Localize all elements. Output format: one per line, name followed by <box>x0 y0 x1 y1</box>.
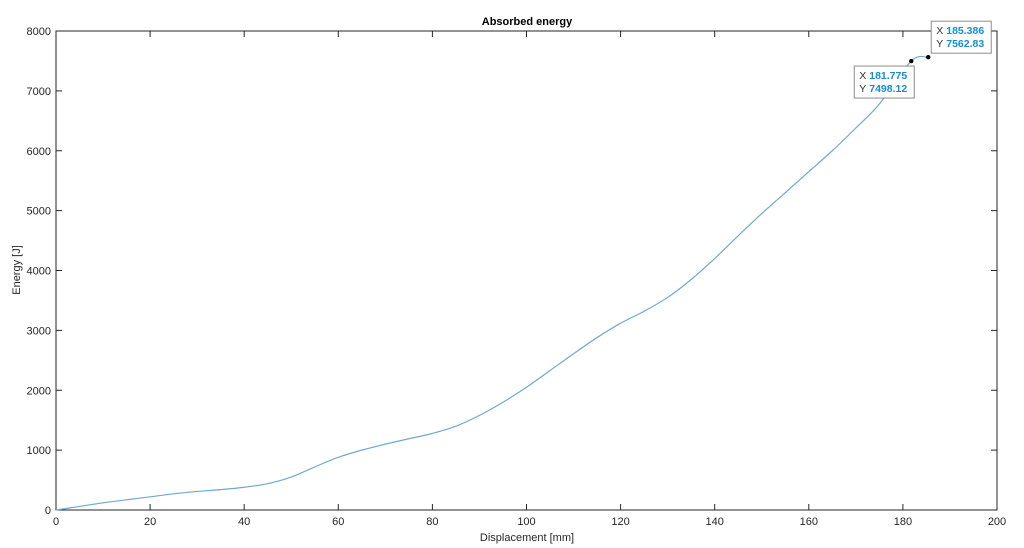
x-tick-label: 40 <box>238 516 250 528</box>
energy-series-line <box>55 55 929 511</box>
x-axis-label: Displacement [mm] <box>480 532 574 544</box>
plot-area <box>55 30 998 511</box>
y-tick-label: 3000 <box>27 325 51 337</box>
y-tick-label: 4000 <box>27 266 51 278</box>
x-tick-label: 60 <box>332 516 344 528</box>
datatip-x-key: X <box>859 70 866 82</box>
x-tick-labels: 0 20 40 60 80 100 120 140 160 180 200 <box>53 516 1006 528</box>
datatip-marker <box>909 58 914 64</box>
y-tick-label: 6000 <box>27 146 51 158</box>
y-tick-labels: 0 1000 2000 3000 4000 5000 6000 7000 8000 <box>27 26 51 517</box>
y-tick-label: 1000 <box>27 445 51 457</box>
x-tick-label: 120 <box>611 516 629 528</box>
x-tick-label: 200 <box>988 516 1006 528</box>
datatip-marker <box>926 54 931 60</box>
x-tick-label: 20 <box>144 516 156 528</box>
datatip-y-value: 7498.12 <box>869 83 907 95</box>
x-tick-label: 0 <box>53 516 59 528</box>
x-tick-label: 160 <box>800 516 818 528</box>
x-tick-label: 100 <box>517 516 535 528</box>
y-tick-label: 2000 <box>27 385 51 397</box>
x-tick-label: 180 <box>894 516 912 528</box>
datatip-box <box>853 65 915 99</box>
datatip-x-value: 181.775 <box>869 70 907 82</box>
x-tick-label: 140 <box>706 516 724 528</box>
axis-ticks <box>55 30 998 511</box>
datatip-box <box>930 20 992 54</box>
datatip-x-key: X <box>936 25 943 37</box>
y-tick-label: 7000 <box>27 86 51 98</box>
chart-title: Absorbed energy <box>482 16 573 28</box>
datatip-x-value: 185.386 <box>946 25 984 37</box>
y-axis-label: Energy [J] <box>11 245 23 295</box>
y-tick-label: 0 <box>45 505 51 517</box>
y-tick-label: 8000 <box>27 26 51 38</box>
datatip-y-value: 7562.83 <box>946 38 984 50</box>
datatip-y-key: Y <box>936 38 943 50</box>
y-tick-label: 5000 <box>27 206 51 218</box>
x-tick-label: 80 <box>426 516 438 528</box>
datatip-y-key: Y <box>859 83 866 95</box>
